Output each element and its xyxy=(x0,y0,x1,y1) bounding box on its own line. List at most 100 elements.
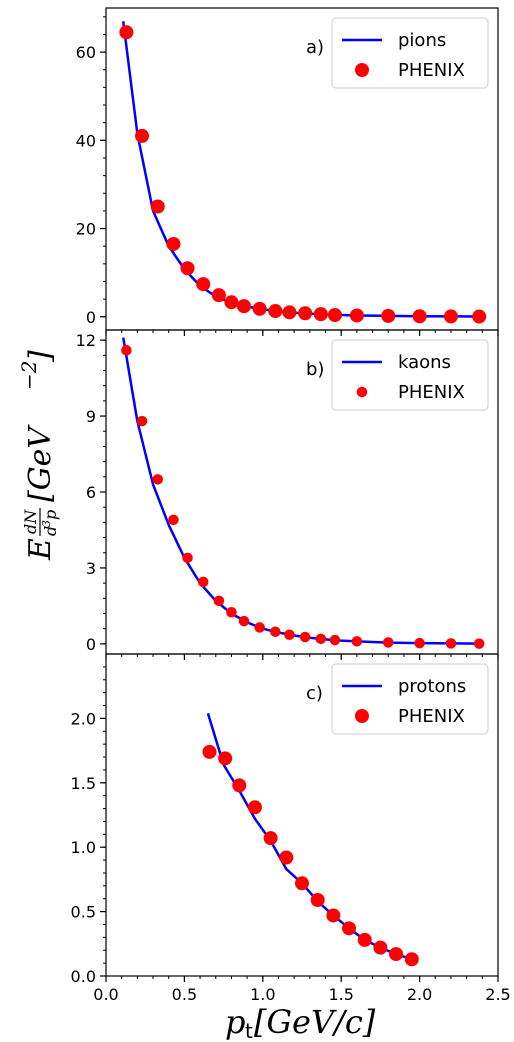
x-label-unit: [GeV/c] xyxy=(254,1003,376,1041)
data-point xyxy=(298,306,313,321)
data-point xyxy=(329,634,341,646)
data-point xyxy=(412,309,427,324)
data-point xyxy=(150,199,165,214)
data-point xyxy=(182,552,193,564)
data-point xyxy=(299,631,311,643)
data-point xyxy=(224,295,239,310)
legend-marker-swatch xyxy=(356,386,368,398)
legend-line-label: protons xyxy=(398,676,466,697)
data-point xyxy=(310,893,325,908)
y-label-unit-close: ] xyxy=(23,350,58,363)
legend-box xyxy=(331,339,489,411)
series-line-protons xyxy=(206,712,413,961)
x-label-subscript: t xyxy=(245,1019,253,1042)
x-axis-label: p t [GeV/c] xyxy=(225,1003,376,1042)
data-point xyxy=(135,128,150,143)
y-tick-label: 0.0 xyxy=(71,967,96,986)
data-point xyxy=(202,744,217,759)
data-point xyxy=(263,831,278,846)
y-axis-label: E dN d 3 p [GeV −2 ] xyxy=(17,350,60,561)
legend-box xyxy=(331,17,489,89)
data-point xyxy=(414,637,425,649)
legend: kaons PHENIX xyxy=(331,339,489,411)
data-point xyxy=(295,876,309,891)
y-label-denominator-exp: 3 xyxy=(40,520,53,527)
legend-line-label: pions xyxy=(398,30,446,51)
y-tick-label: 40 xyxy=(76,131,96,150)
y-label-unit-exp: −2 xyxy=(17,361,41,390)
data-point xyxy=(404,952,419,967)
data-point xyxy=(270,626,281,637)
data-point xyxy=(445,638,457,649)
data-point xyxy=(180,261,195,276)
y-tick-label: 9 xyxy=(86,407,96,426)
data-point xyxy=(443,309,458,324)
data-point xyxy=(254,622,265,633)
legend: protons PHENIX xyxy=(331,663,489,735)
data-point xyxy=(382,637,394,648)
chart-panel-3: 0.0 0.5 1.0 1.5 2.0 0.0 0.5 1.0 1.5 2.0 2.5 c) proto… xyxy=(71,653,511,1004)
legend-box xyxy=(331,663,489,735)
data-point xyxy=(232,778,247,793)
panel-label: b) xyxy=(306,359,324,380)
chart-panel-1: 0 20 40 60 a) pions PHENIX xyxy=(76,7,499,336)
data-point xyxy=(357,932,372,947)
y-tick-label: 60 xyxy=(76,43,96,62)
legend-marker-label: PHENIX xyxy=(398,706,465,727)
data-point xyxy=(119,25,134,40)
data-point xyxy=(282,305,297,320)
plot-frame xyxy=(105,653,499,977)
legend-marker-swatch xyxy=(355,709,369,723)
data-point xyxy=(252,301,267,316)
data-point xyxy=(342,921,357,936)
data-point xyxy=(152,474,163,485)
y-label-numerator: dN xyxy=(21,509,40,534)
legend-marker-label: PHENIX xyxy=(398,60,465,81)
data-point xyxy=(381,308,396,323)
x-tick-label: 2.0 xyxy=(407,985,432,1004)
y-tick-label: 3 xyxy=(86,559,96,578)
x-tick-label: 2.5 xyxy=(485,985,510,1004)
data-point xyxy=(213,595,225,607)
data-point xyxy=(389,947,404,962)
data-point xyxy=(472,309,487,324)
data-point xyxy=(136,415,148,427)
legend-marker-swatch xyxy=(355,63,369,77)
data-point xyxy=(238,615,250,627)
chart-panel-2: 0 3 6 9 12 b) kaons PHENIX xyxy=(76,329,499,660)
x-label-p: p xyxy=(225,1003,245,1041)
panel-label: a) xyxy=(306,37,324,58)
x-tick-label: 1.5 xyxy=(328,985,353,1004)
legend-marker-label: PHENIX xyxy=(398,382,465,403)
data-point xyxy=(121,345,132,356)
data-point xyxy=(226,606,237,618)
data-point xyxy=(197,576,209,588)
data-point xyxy=(279,850,294,865)
y-tick-label: 0.5 xyxy=(71,903,96,922)
x-tick-label: 0.5 xyxy=(172,985,197,1004)
y-tick-label: 0 xyxy=(86,308,96,327)
data-point xyxy=(166,236,181,251)
data-point xyxy=(211,288,226,303)
data-point xyxy=(196,277,211,292)
data-point xyxy=(313,307,328,322)
y-tick-label: 6 xyxy=(86,483,96,502)
data-point xyxy=(284,629,295,641)
legend: pions PHENIX xyxy=(331,17,489,89)
x-tick-label: 0.0 xyxy=(93,985,118,1004)
data-point xyxy=(247,800,262,815)
data-point xyxy=(326,908,341,923)
y-tick-label: 20 xyxy=(76,220,96,239)
y-tick-label: 1.5 xyxy=(71,774,96,793)
panel-label: c) xyxy=(306,683,323,704)
y-tick-label: 0 xyxy=(86,635,96,654)
y-tick-label: 12 xyxy=(76,331,96,350)
y-label-e: E xyxy=(23,538,58,561)
data-point xyxy=(236,299,251,314)
data-point xyxy=(168,514,179,526)
y-tick-label: 1.0 xyxy=(71,838,96,857)
data-point xyxy=(315,633,327,645)
data-point xyxy=(373,940,388,955)
